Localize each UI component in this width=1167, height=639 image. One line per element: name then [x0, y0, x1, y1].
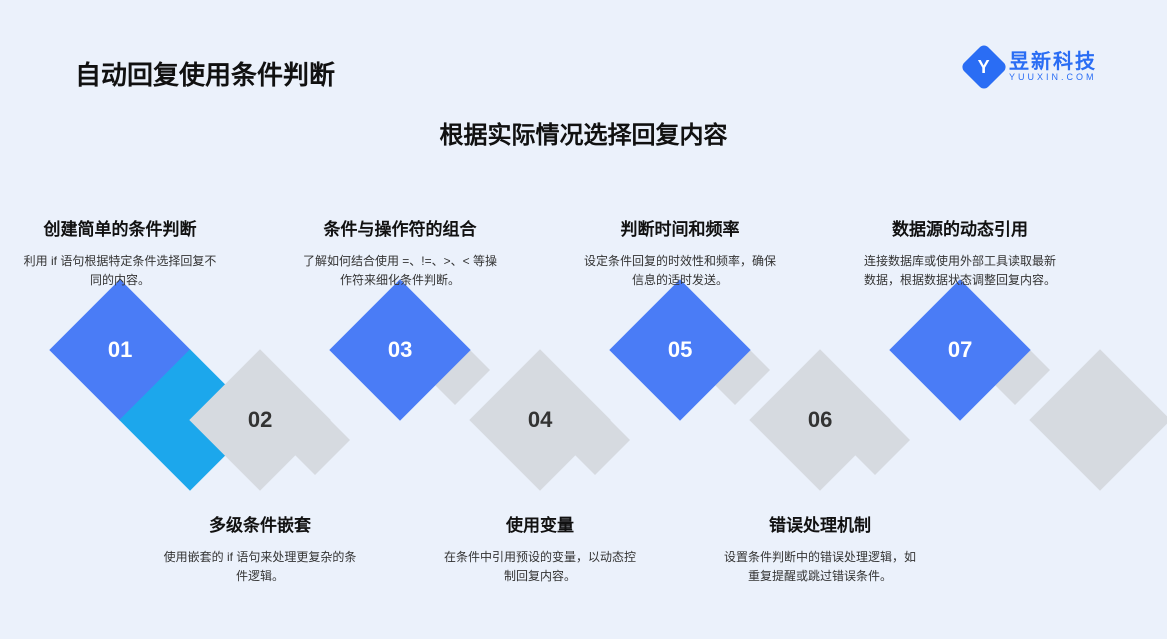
step-desc: 连接数据库或使用外部工具读取最新数据，根据数据状态调整回复内容。: [860, 252, 1060, 290]
step-diamond-06: 06: [749, 349, 890, 490]
brand-logo: Y 昱新科技 YUUXIN.COM: [967, 50, 1097, 84]
step-diamond-03: 03: [329, 279, 470, 420]
page-title: 自动回复使用条件判断: [75, 55, 335, 92]
step-desc: 在条件中引用预设的变量，以动态控制回复内容。: [440, 548, 640, 586]
step-diamond-05: 05: [609, 279, 750, 420]
page-subtitle: 根据实际情况选择回复内容: [0, 115, 1167, 150]
step-number: 03: [388, 337, 412, 363]
step-title: 错误处理机制: [720, 515, 920, 538]
step-title: 数据源的动态引用: [860, 219, 1060, 242]
step-title: 条件与操作符的组合: [300, 219, 500, 242]
step-number: 04: [528, 407, 552, 433]
logo-text: 昱新科技 YUUXIN.COM: [1009, 51, 1097, 83]
step-text-6: 错误处理机制设置条件判断中的错误处理逻辑，如重复提醒或跳过错误条件。: [720, 515, 920, 586]
step-text-1: 创建简单的条件判断利用 if 语句根据特定条件选择回复不同的内容。: [20, 219, 220, 290]
step-number: 01: [108, 337, 132, 363]
step-number: 07: [948, 337, 972, 363]
step-text-2: 多级条件嵌套使用嵌套的 if 语句来处理更复杂的条件逻辑。: [160, 515, 360, 586]
step-desc: 设置条件判断中的错误处理逻辑，如重复提醒或跳过错误条件。: [720, 548, 920, 586]
step-title: 创建简单的条件判断: [20, 219, 220, 242]
step-desc: 了解如何结合使用 =、!=、>、< 等操作符来细化条件判断。: [300, 252, 500, 290]
step-desc: 使用嵌套的 if 语句来处理更复杂的条件逻辑。: [160, 548, 360, 586]
step-text-4: 使用变量在条件中引用预设的变量，以动态控制回复内容。: [440, 515, 640, 586]
step-number: 05: [668, 337, 692, 363]
step-desc: 利用 if 语句根据特定条件选择回复不同的内容。: [20, 252, 220, 290]
step-number: 02: [248, 407, 272, 433]
step-diamond-07: 07: [889, 279, 1030, 420]
logo-icon: Y: [960, 43, 1008, 91]
logo-cn: 昱新科技: [1009, 51, 1097, 73]
step-title: 多级条件嵌套: [160, 515, 360, 538]
step-desc: 设定条件回复的时效性和频率，确保信息的适时发送。: [580, 252, 780, 290]
step-diamond-04: 04: [469, 349, 610, 490]
step-text-5: 判断时间和频率设定条件回复的时效性和频率，确保信息的适时发送。: [580, 219, 780, 290]
step-title: 判断时间和频率: [580, 219, 780, 242]
step-title: 使用变量: [440, 515, 640, 538]
step-text-3: 条件与操作符的组合了解如何结合使用 =、!=、>、< 等操作符来细化条件判断。: [300, 219, 500, 290]
step-number: 06: [808, 407, 832, 433]
logo-en: YUUXIN.COM: [1009, 73, 1097, 83]
accent-diamond: [1029, 349, 1167, 490]
logo-letter: Y: [978, 56, 990, 77]
step-text-7: 数据源的动态引用连接数据库或使用外部工具读取最新数据，根据数据状态调整回复内容。: [860, 219, 1060, 290]
